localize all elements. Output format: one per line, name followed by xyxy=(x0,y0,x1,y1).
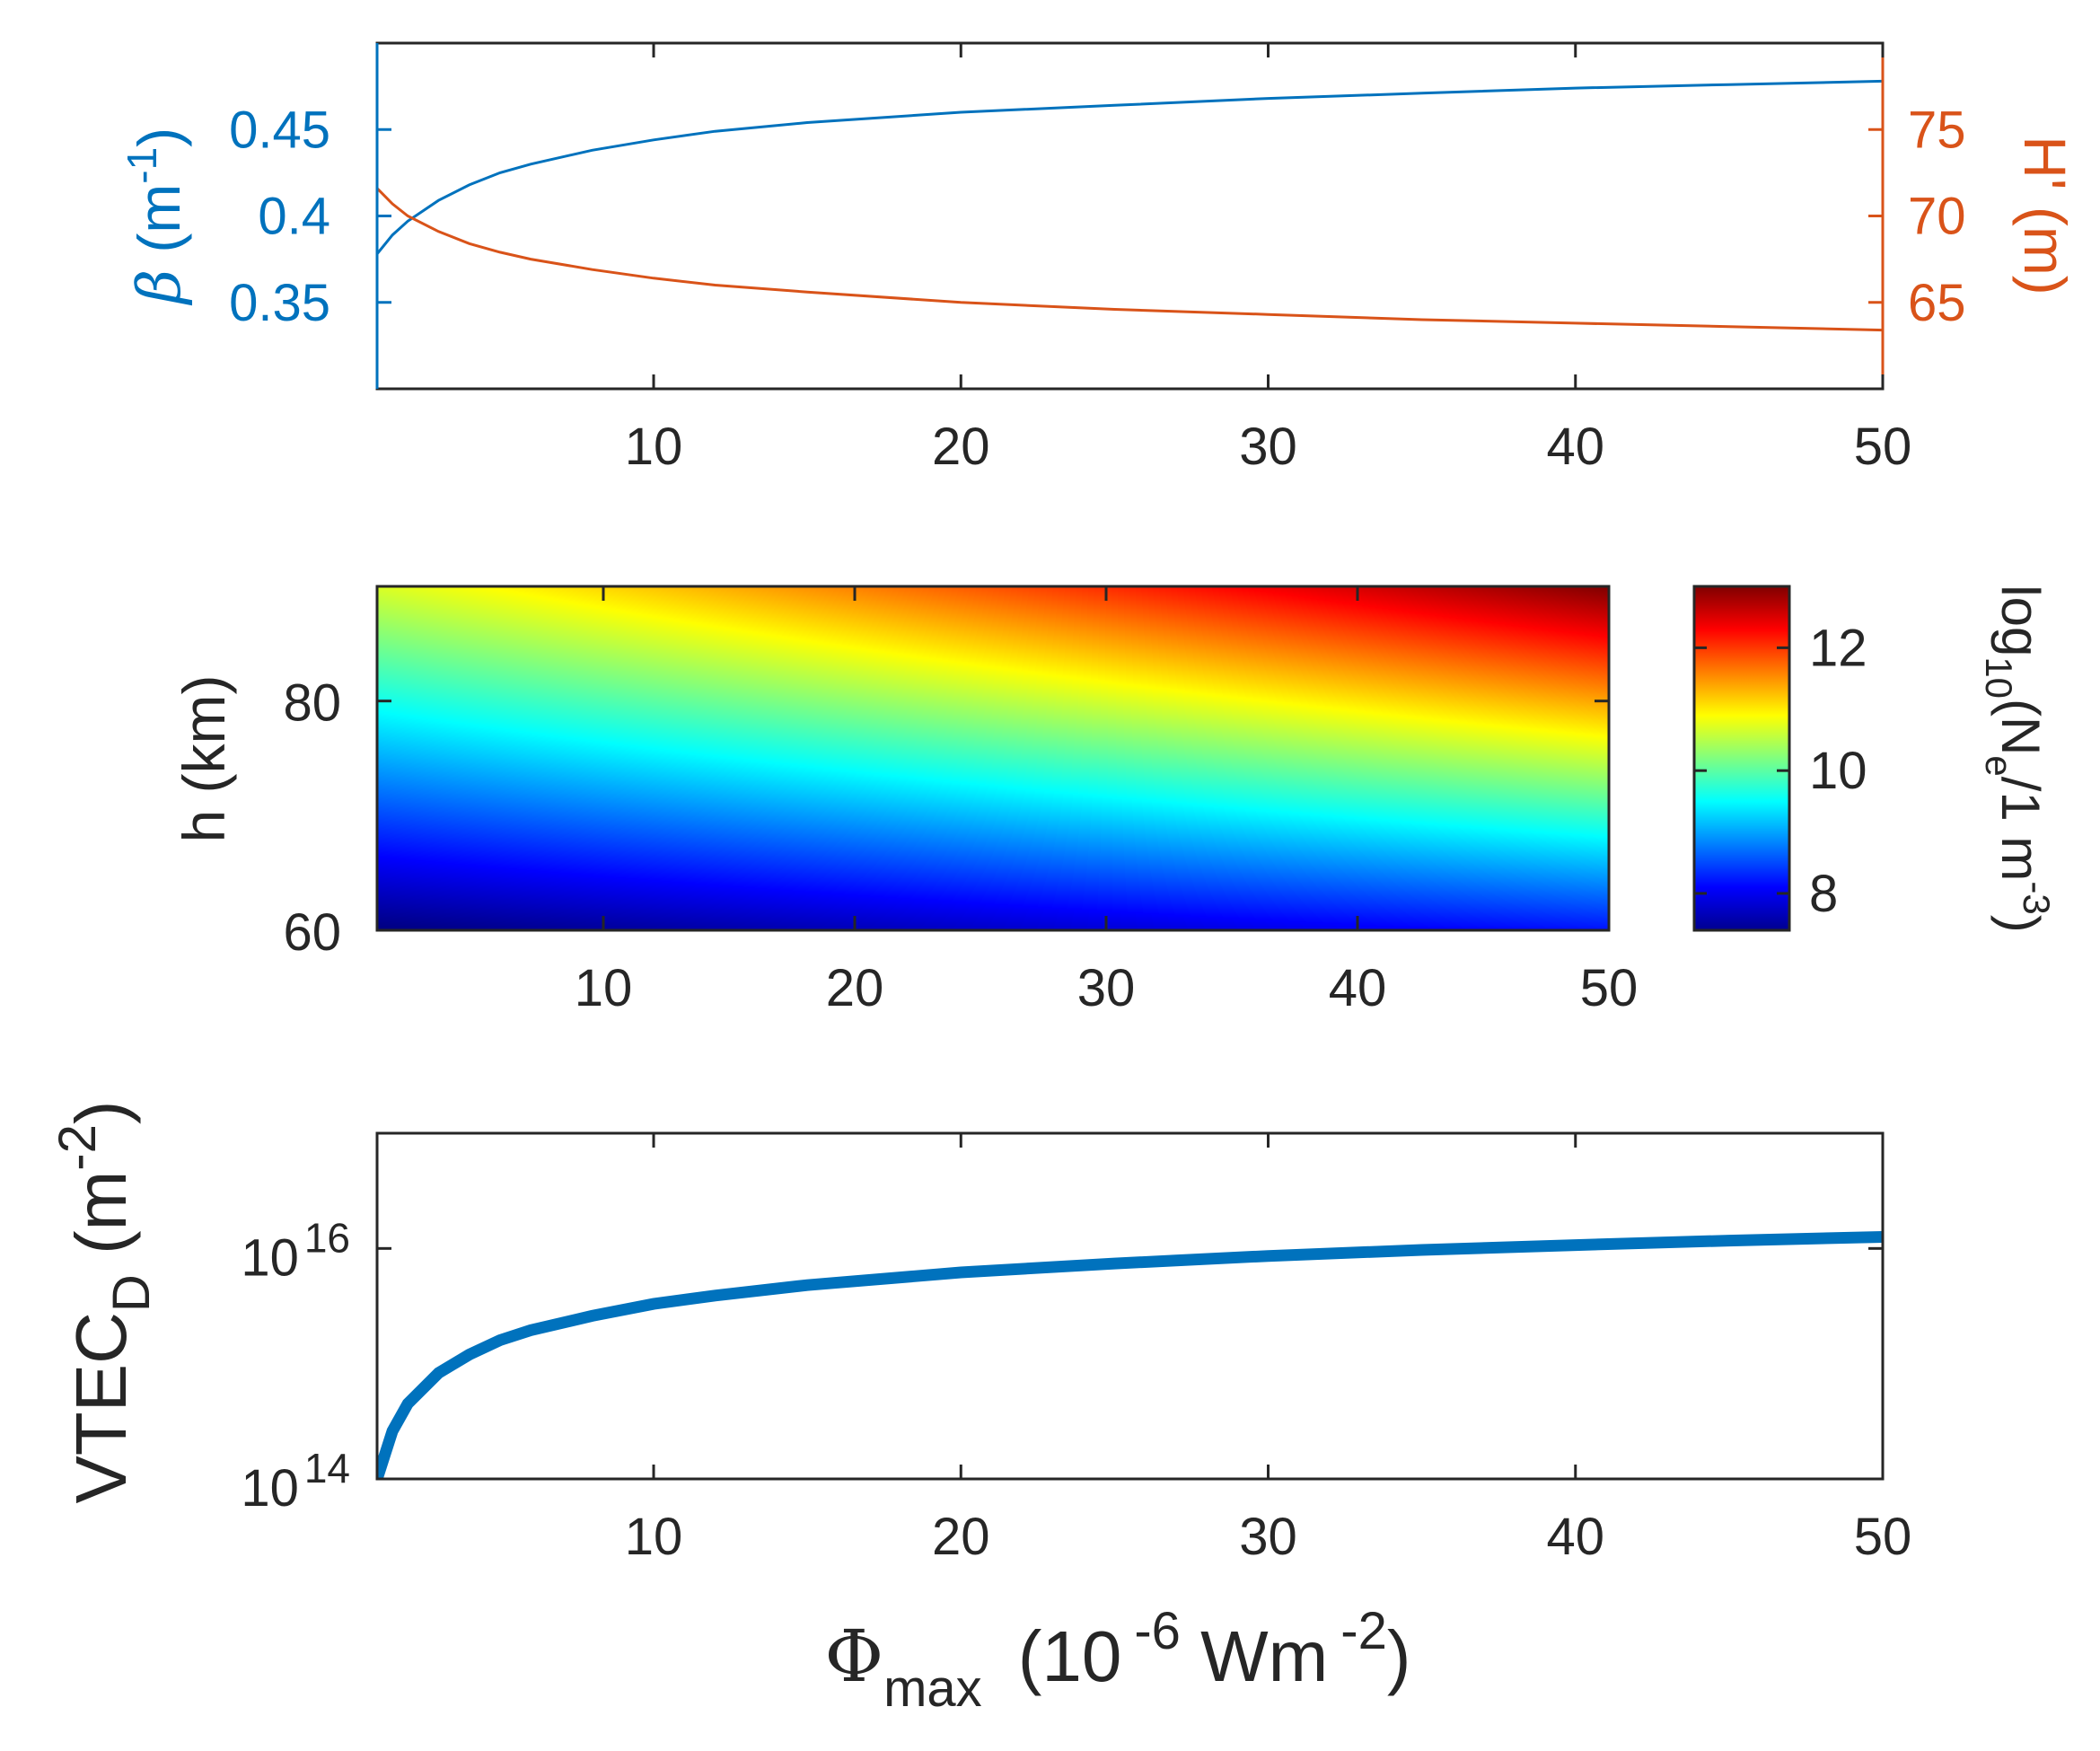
colorbar-tick-label: 12 xyxy=(1809,619,1867,677)
beta-tick-label: 0.35 xyxy=(229,274,330,332)
phi-axis-label: Φmax (10 -6 Wm -2) xyxy=(825,1602,1411,1718)
vtec-label-main: VTEC xyxy=(61,1312,141,1503)
phi-mid: Wm xyxy=(1181,1616,1328,1696)
vtec-tick-label: 10 14 xyxy=(241,1445,350,1518)
top-left-y-ticks: 0.35 0.4 0.45 xyxy=(229,101,391,332)
heatmap-x-tick-label: 50 xyxy=(1580,959,1639,1017)
h-prime-axis-label: H' (m) xyxy=(2012,136,2078,295)
vtec-line xyxy=(377,1231,1883,1479)
phi-sup-2: -2 xyxy=(1340,1602,1387,1660)
vtec-label-sup: -2 xyxy=(48,1124,107,1171)
colorbar-label-close: ) xyxy=(1990,915,2051,933)
bottom-x-tick-label: 40 xyxy=(1546,1508,1604,1566)
vtec-tick-label: 10 16 xyxy=(241,1214,350,1287)
top-plot-area xyxy=(377,43,1883,389)
top-x-tick-label: 30 xyxy=(1239,418,1297,476)
colorbar-label-sup: -3 xyxy=(2016,881,2058,914)
bottom-x-tick-label: 30 xyxy=(1239,1508,1297,1566)
heatmap-foreign xyxy=(377,586,1609,930)
vtec-axis-label: VTECD (m-2) xyxy=(48,1101,161,1504)
heatmap-x-tick-label: 30 xyxy=(1077,959,1136,1017)
bottom-plot-background xyxy=(377,1133,1883,1479)
colorbar-tick-label: 10 xyxy=(1809,742,1867,800)
top-x-tick-label: 20 xyxy=(932,418,990,476)
colorbar-tick-label: 8 xyxy=(1809,865,1838,923)
colorbar xyxy=(1692,585,1791,932)
beta-tick-label: 0.45 xyxy=(229,101,330,159)
colorbar-label-ne: (N xyxy=(1990,699,2051,755)
top-plot-background xyxy=(377,43,1883,389)
top-x-ticks: 10 20 30 40 50 xyxy=(625,43,1911,476)
colorbar-ticks: 8 10 12 xyxy=(1694,619,1867,923)
beta-unit-close: ) xyxy=(126,128,192,147)
beta-unit-text: (m xyxy=(126,184,192,269)
vtec-label-unit: (m xyxy=(61,1171,141,1275)
colorbar-label-unit: /1 m xyxy=(1990,777,2051,882)
top-x-tick-label: 50 xyxy=(1854,418,1912,476)
heatmap-x-tick-label: 40 xyxy=(1329,959,1387,1017)
top-x-tick-label: 40 xyxy=(1546,418,1604,476)
colorbar-label-log: log xyxy=(1990,585,2051,656)
heatmap-x-tick-label: 20 xyxy=(826,959,884,1017)
h-prime-tick-label: 70 xyxy=(1908,188,1966,246)
bottom-axes-box xyxy=(375,1131,1885,1481)
heatmap-canvas xyxy=(377,586,1609,930)
beta-unit-sup: -1 xyxy=(119,147,165,184)
heatmap-y-tick-label: 80 xyxy=(283,674,341,733)
colorbar-label-sub: 10 xyxy=(1978,656,2020,699)
h-prime-tick-label: 65 xyxy=(1908,274,1966,332)
vtec-label-sub: D xyxy=(102,1274,161,1312)
top-x-tick-label: 10 xyxy=(625,418,683,476)
heatmap-x-ticks: 10 20 30 40 50 xyxy=(575,586,1639,1017)
heatmap-y-axis-label: h (km) xyxy=(171,675,237,843)
phi-unit: (10 xyxy=(1018,1616,1122,1696)
bottom-x-tick-label: 10 xyxy=(625,1508,683,1566)
top-right-y-ticks: 65 70 75 xyxy=(1868,101,1966,332)
phi-close: ) xyxy=(1387,1616,1411,1696)
bottom-x-tick-label: 50 xyxy=(1854,1508,1912,1566)
top-panel: 10 20 30 40 50 0.35 0.4 0.45 65 70 75 β (m-1) H'… xyxy=(119,41,2078,476)
phi-sub: max xyxy=(883,1659,982,1718)
bottom-x-tick-label: 20 xyxy=(932,1508,990,1566)
beta-tick-label: 0.4 xyxy=(258,188,330,246)
heatmap-x-tick-label: 10 xyxy=(575,959,633,1017)
bottom-x-ticks: 10 20 30 40 50 xyxy=(625,1133,1911,1566)
heatmap-y-ticks: 60 80 xyxy=(283,674,1609,962)
beta-line xyxy=(377,79,1883,255)
heatmap-y-tick-label: 60 xyxy=(283,903,341,962)
colorbar-label-sub-e: e xyxy=(1978,755,2020,776)
h-prime-tick-label: 75 xyxy=(1908,101,1966,159)
heatmap-axes-box xyxy=(375,585,1611,932)
beta-axis-label: β (m-1) xyxy=(119,128,194,306)
h-prime-line xyxy=(377,187,1883,332)
phi-sup-1: -6 xyxy=(1134,1602,1181,1660)
vtec-label-close: ) xyxy=(61,1101,141,1125)
phi-symbol: Φ xyxy=(825,1615,884,1698)
colorbar-label: log10(Ne/1 m-3) xyxy=(1978,585,2058,933)
beta-symbol: β xyxy=(125,269,194,306)
